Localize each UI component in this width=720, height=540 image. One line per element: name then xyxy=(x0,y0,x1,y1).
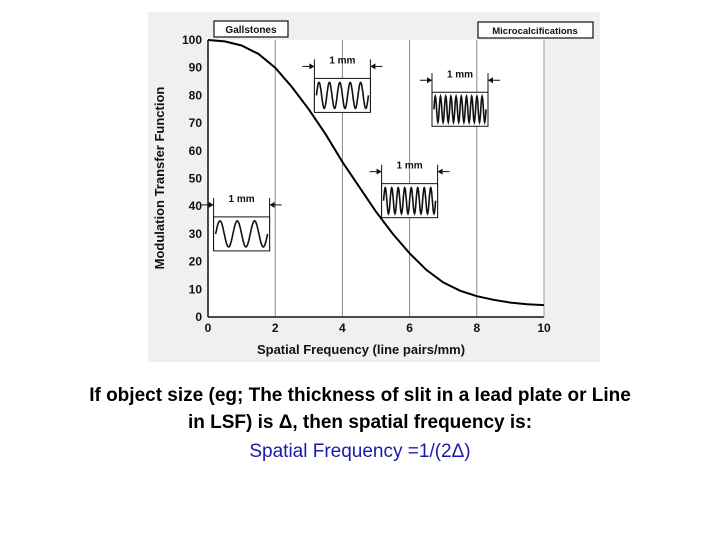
inset-mm-label: 1 mm xyxy=(329,55,355,66)
x-tick-label: 10 xyxy=(537,321,551,335)
mtf-chart: 0 10 20 30 40 50 60 70 80 90 100 0 2 4 6 8 10 Spatial F… xyxy=(152,20,594,357)
microcalcifications-box xyxy=(477,21,594,39)
y-tick-label: 40 xyxy=(189,199,203,213)
mtf-figure: 0 10 20 30 40 50 60 70 80 90 100 0 2 4 6 8 10 Spatial F… xyxy=(148,12,600,362)
y-tick-label: 90 xyxy=(189,61,203,75)
arrowhead-right xyxy=(269,201,275,208)
x-tick-label: 8 xyxy=(473,321,480,335)
sine-wave xyxy=(433,93,487,126)
x-tick-labels: 0 2 4 6 8 10 xyxy=(205,321,551,335)
gallstones-box xyxy=(213,20,289,38)
y-tick-label: 0 xyxy=(195,310,202,324)
inset-mm-label: 1 mm xyxy=(397,161,423,172)
gallstones-annotation: Gallstones xyxy=(213,20,289,38)
y-tick-label: 50 xyxy=(189,172,203,186)
arrowhead-left xyxy=(309,63,315,70)
arrowhead-left xyxy=(427,77,432,84)
caption-line-2: in LSF) is Δ, then spatial frequency is: xyxy=(187,412,533,433)
y-tick-label: 70 xyxy=(189,116,203,130)
y-tick-label: 100 xyxy=(182,33,202,47)
arrowhead-left xyxy=(208,201,214,208)
axes xyxy=(207,40,545,318)
arrowhead-left xyxy=(376,168,382,175)
microcalcifications-annotation: Microcalcifications xyxy=(477,21,594,39)
y-tick-label: 60 xyxy=(189,144,203,158)
x-tick-label: 2 xyxy=(272,321,279,335)
x-axis-label: Spatial Frequency (line pairs/mm) xyxy=(257,342,465,357)
y-tick-label: 30 xyxy=(189,227,203,241)
spatial-frequency-formula: Spatial Frequency =1/(2Δ) xyxy=(249,441,471,462)
gallstones-label: Gallstones xyxy=(225,25,277,36)
y-tick-label: 80 xyxy=(189,88,203,102)
plot-area xyxy=(208,40,544,317)
arrowhead-right xyxy=(437,168,443,175)
caption-line-1: If object size (eg; The thickness of sli… xyxy=(89,385,631,406)
y-axis-label: Modulation Transfer Function xyxy=(152,87,167,270)
arrowhead-right xyxy=(488,77,493,84)
inset-mm-label: 1 mm xyxy=(447,69,473,80)
arrowhead-right xyxy=(370,63,376,70)
inset-pattern-4: 1 mm xyxy=(420,69,500,127)
y-tick-label: 10 xyxy=(189,282,203,296)
x-tick-label: 0 xyxy=(205,321,212,335)
y-tick-label: 20 xyxy=(189,255,203,269)
inset-pattern-2: 1 mm xyxy=(302,55,383,113)
x-tick-label: 6 xyxy=(406,321,413,335)
inset-mm-label: 1 mm xyxy=(229,194,255,205)
sine-wave xyxy=(214,220,269,248)
microcalcifications-label: Microcalcifications xyxy=(492,26,578,37)
inset-pattern-1: 1 mm xyxy=(201,194,282,252)
inset-pattern-3: 1 mm xyxy=(369,161,450,219)
sine-wave xyxy=(382,186,437,216)
x-tick-label: 4 xyxy=(339,321,346,335)
mtf-curve-line xyxy=(207,39,545,307)
sine-wave xyxy=(315,81,370,110)
inset-patterns: 1 mm 1 mm 1 mm 1 mm xyxy=(201,55,500,252)
y-tick-labels: 0 10 20 30 40 50 60 70 80 90 100 xyxy=(182,33,202,324)
